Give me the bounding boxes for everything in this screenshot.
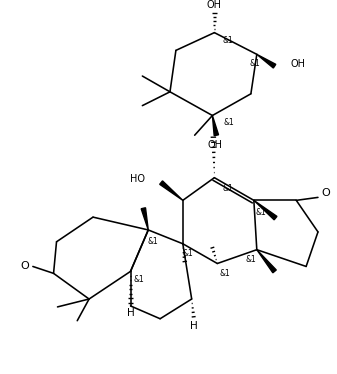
Text: &1: &1 [224,118,235,127]
Text: &1: &1 [220,269,231,278]
Polygon shape [160,181,183,200]
Text: O: O [321,188,330,199]
Polygon shape [254,200,277,220]
Text: &1: &1 [148,237,159,246]
Text: &1: &1 [223,184,234,193]
Text: O: O [21,261,29,272]
Text: OH: OH [207,0,222,10]
Text: &1: &1 [249,59,260,68]
Text: &1: &1 [223,36,234,45]
Text: &1: &1 [246,255,256,264]
Polygon shape [257,54,276,68]
Polygon shape [141,208,148,230]
Text: &1: &1 [255,208,266,217]
Text: OH: OH [208,140,223,150]
Text: &1: &1 [182,249,193,258]
Text: OH: OH [290,59,305,69]
Text: H: H [190,321,197,331]
Text: &1: &1 [133,275,144,284]
Text: HO: HO [130,174,145,184]
Polygon shape [212,116,218,136]
Polygon shape [257,250,276,273]
Text: H: H [127,308,134,318]
